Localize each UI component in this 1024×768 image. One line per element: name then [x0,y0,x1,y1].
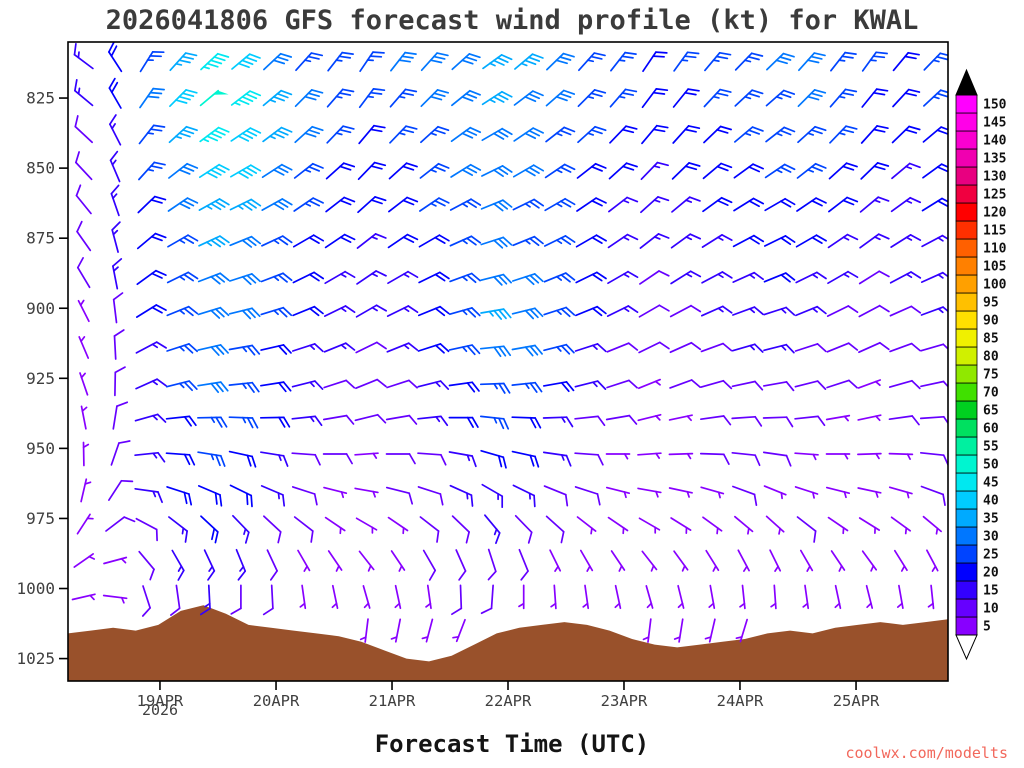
colorbar-label: 135 [983,152,1006,167]
colorbar-label: 45 [983,476,999,491]
colorbar-label: 50 [983,458,999,473]
y-tick-label: 950 [26,439,55,458]
colorbar-label: 120 [983,206,1007,221]
x-tick-label: 22APR [485,692,532,710]
colorbar-segment [955,580,978,600]
y-tick-label: 875 [26,229,55,248]
x-tick-label: 19APR [137,692,184,710]
colorbar-segment [955,400,978,420]
colorbar-label: 15 [983,584,999,599]
y-tick-label: 900 [26,299,55,318]
colorbar-segment [955,292,978,312]
colorbar-segment [955,436,978,456]
plot-frame [67,41,949,682]
y-tick-label: 975 [26,509,55,528]
colorbar-segment [955,310,978,330]
colorbar-label: 150 [983,98,1007,113]
colorbar-over-arrow [955,68,978,96]
wind-barbs [71,42,948,643]
colorbar-label: 20 [983,566,999,581]
colorbar-segment [955,562,978,582]
y-tick-label: 1000 [16,579,55,598]
colorbar-label: 140 [983,134,1007,149]
colorbar-segment [955,526,978,546]
colorbar-segment [955,382,978,402]
colorbar-label: 10 [983,602,999,617]
colorbar-segment [955,256,978,276]
x-tick-label: 24APR [717,692,764,710]
colorbar-label: 5 [983,620,991,635]
chart-title: 2026041806 GFS forecast wind profile (kt… [105,5,919,36]
colorbar-segment [955,238,978,258]
colorbar-segment [955,184,978,204]
colorbar-label: 110 [983,242,1007,257]
x-tick-label: 23APR [601,692,648,710]
colorbar-label: 40 [983,494,999,509]
colorbar-label: 145 [983,116,1006,131]
colorbar-segment [955,544,978,564]
colorbar-segment [955,598,978,618]
colorbar-label: 90 [983,314,999,329]
colorbar-segment [955,418,978,438]
colorbar-label: 65 [983,404,999,419]
x-tick-label: 20APR [253,692,300,710]
colorbar-segment [955,220,978,240]
y-tick-label: 925 [26,369,55,388]
colorbar-label: 80 [983,350,999,365]
colorbar-segment [955,274,978,294]
colorbar-segment [955,616,978,636]
x-tick-label: 21APR [369,692,416,710]
y-tick-label: 850 [26,159,55,178]
colorbar-segment [955,508,978,528]
colorbar-under-arrow [955,634,978,661]
colorbar-label: 105 [983,260,1006,275]
x-tick-label: 25APR [833,692,880,710]
y-tick-label: 1025 [16,649,55,668]
colorbar-segment [955,94,978,114]
colorbar-segment [955,328,978,348]
colorbar-label: 95 [983,296,999,311]
colorbar-segment [955,364,978,384]
colorbar-segment [955,472,978,492]
colorbar-segment [955,148,978,168]
colorbar-label: 100 [983,278,1007,293]
colorbar-segment [955,490,978,510]
colorbar-label: 35 [983,512,999,527]
y-tick-label: 825 [26,89,55,108]
colorbar-label: 55 [983,440,999,455]
colorbar-segment [955,346,978,366]
colorbar-label: 85 [983,332,999,347]
colorbar-label: 70 [983,386,999,401]
colorbar-label: 115 [983,224,1006,239]
colorbar-label: 25 [983,548,999,563]
watermark-link[interactable]: coolwx.com/modelts [845,744,1008,762]
colorbar-segment [955,166,978,186]
colorbar-label: 75 [983,368,999,383]
colorbar-segment [955,130,978,150]
colorbar-label: 60 [983,422,999,437]
colorbar-label: 130 [983,170,1007,185]
terrain-fill [68,605,948,681]
colorbar-segment [955,112,978,132]
plot-area [68,42,948,681]
year-label: 2026 [141,701,179,719]
colorbar: 5 10 15 20 25 30 35 40 45 50 55 60 65 70 75 80 85 90 95 100… [955,68,1007,661]
colorbar-label: 30 [983,530,999,545]
colorbar-segment [955,454,978,474]
x-axis-title: Forecast Time (UTC) [374,730,650,758]
colorbar-label: 125 [983,188,1006,203]
colorbar-segment [955,202,978,222]
